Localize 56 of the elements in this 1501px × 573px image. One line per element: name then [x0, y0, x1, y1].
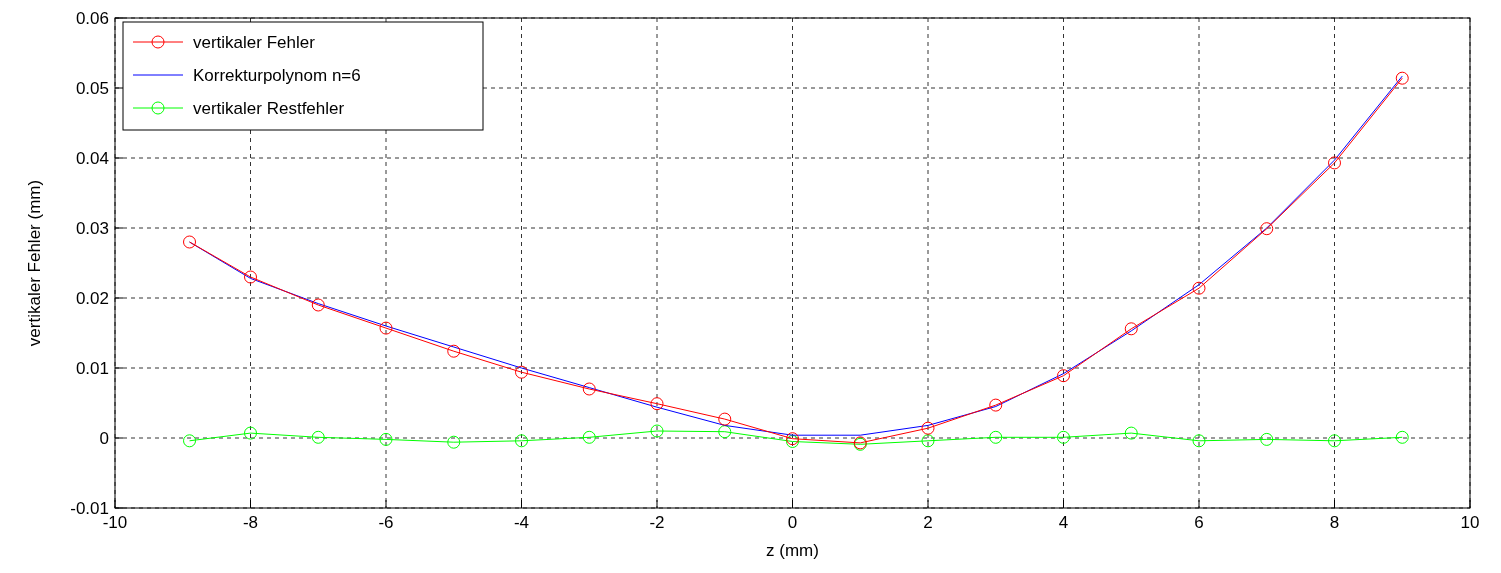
x-tick-label: 2 [923, 513, 933, 532]
point [183, 434, 197, 448]
y-tick-label: 0.02 [75, 289, 109, 308]
point [718, 412, 732, 426]
point [515, 434, 528, 448]
point [1328, 156, 1341, 170]
x-tick-label: -8 [242, 513, 259, 532]
y-tick-label: 0.04 [75, 149, 109, 168]
point [989, 430, 1003, 444]
y-tick-label: 0.06 [75, 9, 109, 28]
x-tick-label: -6 [378, 513, 394, 532]
point [379, 432, 393, 446]
point [989, 398, 1003, 412]
point [582, 382, 596, 396]
point [650, 397, 664, 411]
x-tick-label: 6 [1194, 513, 1204, 532]
point [1124, 426, 1138, 440]
legend-label: Korrekturpolynom n=6 [193, 66, 361, 85]
point [447, 344, 461, 358]
y-tick-label: 0.01 [75, 359, 109, 378]
x-tick-label: 4 [1058, 513, 1069, 532]
point [1057, 430, 1070, 444]
y-axis-title: vertikaler Fehler (mm) [25, 179, 44, 347]
y-tick-label: 0 [99, 429, 109, 448]
x-tick-label: 10 [1460, 513, 1480, 532]
point [1260, 432, 1274, 446]
point [515, 365, 528, 379]
x-tick-label: 8 [1329, 513, 1340, 532]
legend-label: vertikaler Fehler [193, 33, 316, 52]
point [1260, 222, 1274, 236]
point [921, 434, 935, 448]
point [244, 426, 257, 440]
x-tick-label: -2 [649, 513, 665, 532]
y-tick-label: 0.03 [75, 219, 109, 238]
point [921, 421, 935, 435]
point [244, 270, 257, 284]
point [1395, 430, 1409, 444]
point [1192, 434, 1206, 448]
legend-label: vertikaler Restfehler [193, 99, 345, 118]
point [650, 424, 664, 438]
point [1192, 281, 1206, 295]
point [718, 425, 732, 439]
x-axis-title: z (mm) [766, 541, 819, 560]
point [582, 430, 596, 444]
x-tick-label: -4 [513, 513, 530, 532]
point [1124, 322, 1138, 336]
point [447, 435, 461, 449]
point [311, 298, 325, 312]
point [1328, 434, 1341, 448]
point [183, 235, 197, 249]
point [1395, 71, 1409, 85]
y-tick-label: 0.05 [75, 79, 109, 98]
point [311, 430, 325, 444]
point [1057, 369, 1070, 383]
point [379, 321, 393, 335]
x-tick-label: 0 [787, 513, 798, 532]
